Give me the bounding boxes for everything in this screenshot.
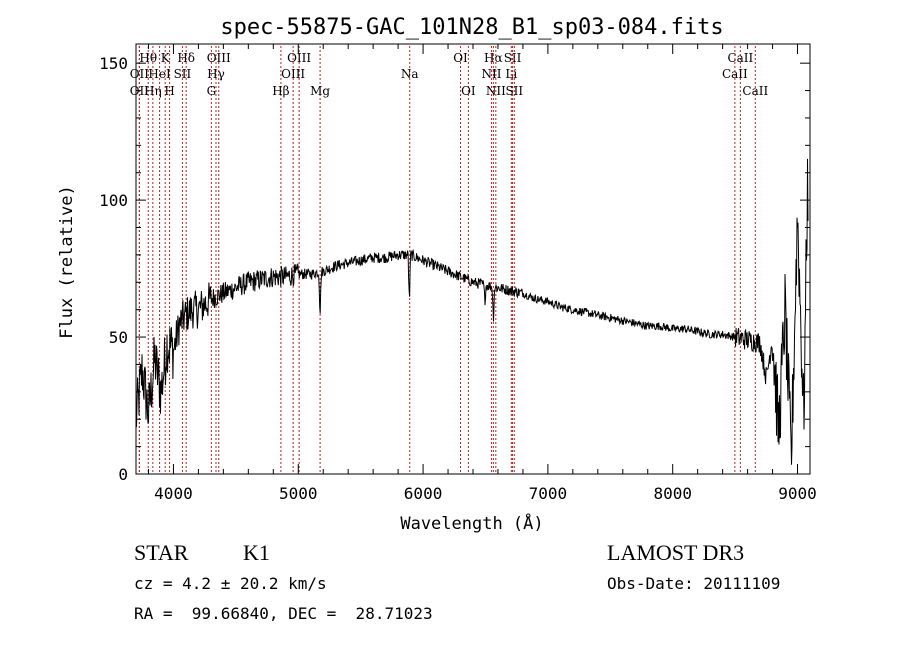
spectral-line-label: H xyxy=(164,84,174,98)
coordinates: RA = 99.66840, DEC = 28.71023 xyxy=(134,604,433,623)
spectral-line-label: OI xyxy=(461,84,476,98)
observation-date: Obs-Date: 20111109 xyxy=(607,574,781,593)
spectral-line-label: OI xyxy=(453,51,468,65)
plot-frame xyxy=(135,43,811,475)
spectral-line-label: Hδ xyxy=(177,51,195,65)
spectral-line-label: G xyxy=(207,84,217,98)
x-axis-label: Wavelength (Å) xyxy=(400,512,543,534)
spectral-line-label: OIII xyxy=(207,51,231,65)
spectral-line-label: SII xyxy=(505,84,523,98)
y-tick-label: 50 xyxy=(109,328,128,347)
spectral-subclass: K1 xyxy=(243,540,270,565)
x-tick-label: 9000 xyxy=(778,484,817,503)
spectral-line-label: Mg xyxy=(310,84,330,98)
spectral-line-label: K xyxy=(161,51,171,65)
x-tick-label: 6000 xyxy=(404,484,443,503)
spectral-line-label: OIII xyxy=(281,67,305,81)
spectral-line-label: OIII xyxy=(287,51,311,65)
spectral-line-label: NII xyxy=(486,84,506,98)
spectral-line-label: SII xyxy=(504,51,522,65)
spectral-line-label: Hα xyxy=(484,51,503,65)
redshift-value: cz = 4.2 ± 20.2 km/s xyxy=(134,574,327,593)
x-tick-label: 8000 xyxy=(653,484,692,503)
spectral-line-label: Hη xyxy=(144,84,162,98)
spectral-line-label: Hβ xyxy=(272,84,289,98)
y-axis-label: Flux (relative) xyxy=(57,185,77,339)
spectral-class: STAR xyxy=(134,540,189,565)
x-tick-label: 7000 xyxy=(529,484,568,503)
chart-title: spec-55875-GAC_101N28_B1_sp03-084.fits xyxy=(220,15,723,40)
spectral-line-label: Li xyxy=(505,67,517,81)
spectral-line-label: HeI xyxy=(148,67,171,81)
spectral-line-label: Hγ xyxy=(207,67,225,81)
series-layer xyxy=(135,158,809,465)
spectral-line-label: CaII xyxy=(727,51,753,65)
y-tick-label: 150 xyxy=(99,54,128,73)
survey-name: LAMOST DR3 xyxy=(607,540,745,565)
y-tick-label: 100 xyxy=(99,191,128,210)
spectral-line-label: CaII xyxy=(722,67,748,81)
spectral-line-label: NII xyxy=(481,67,501,81)
spectral-line-label: SII xyxy=(174,67,192,81)
x-tick-label: 4000 xyxy=(154,484,193,503)
spectral-line-label: Na xyxy=(401,67,419,81)
spectral-line-label: CaII xyxy=(742,84,768,98)
y-axis: 0 50 100 150 xyxy=(99,54,810,484)
flux-series-line xyxy=(135,158,809,465)
x-axis: 4000 5000 6000 7000 8000 9000 xyxy=(147,44,817,503)
x-tick-label: 5000 xyxy=(279,484,318,503)
y-tick-label: 0 xyxy=(118,465,128,484)
